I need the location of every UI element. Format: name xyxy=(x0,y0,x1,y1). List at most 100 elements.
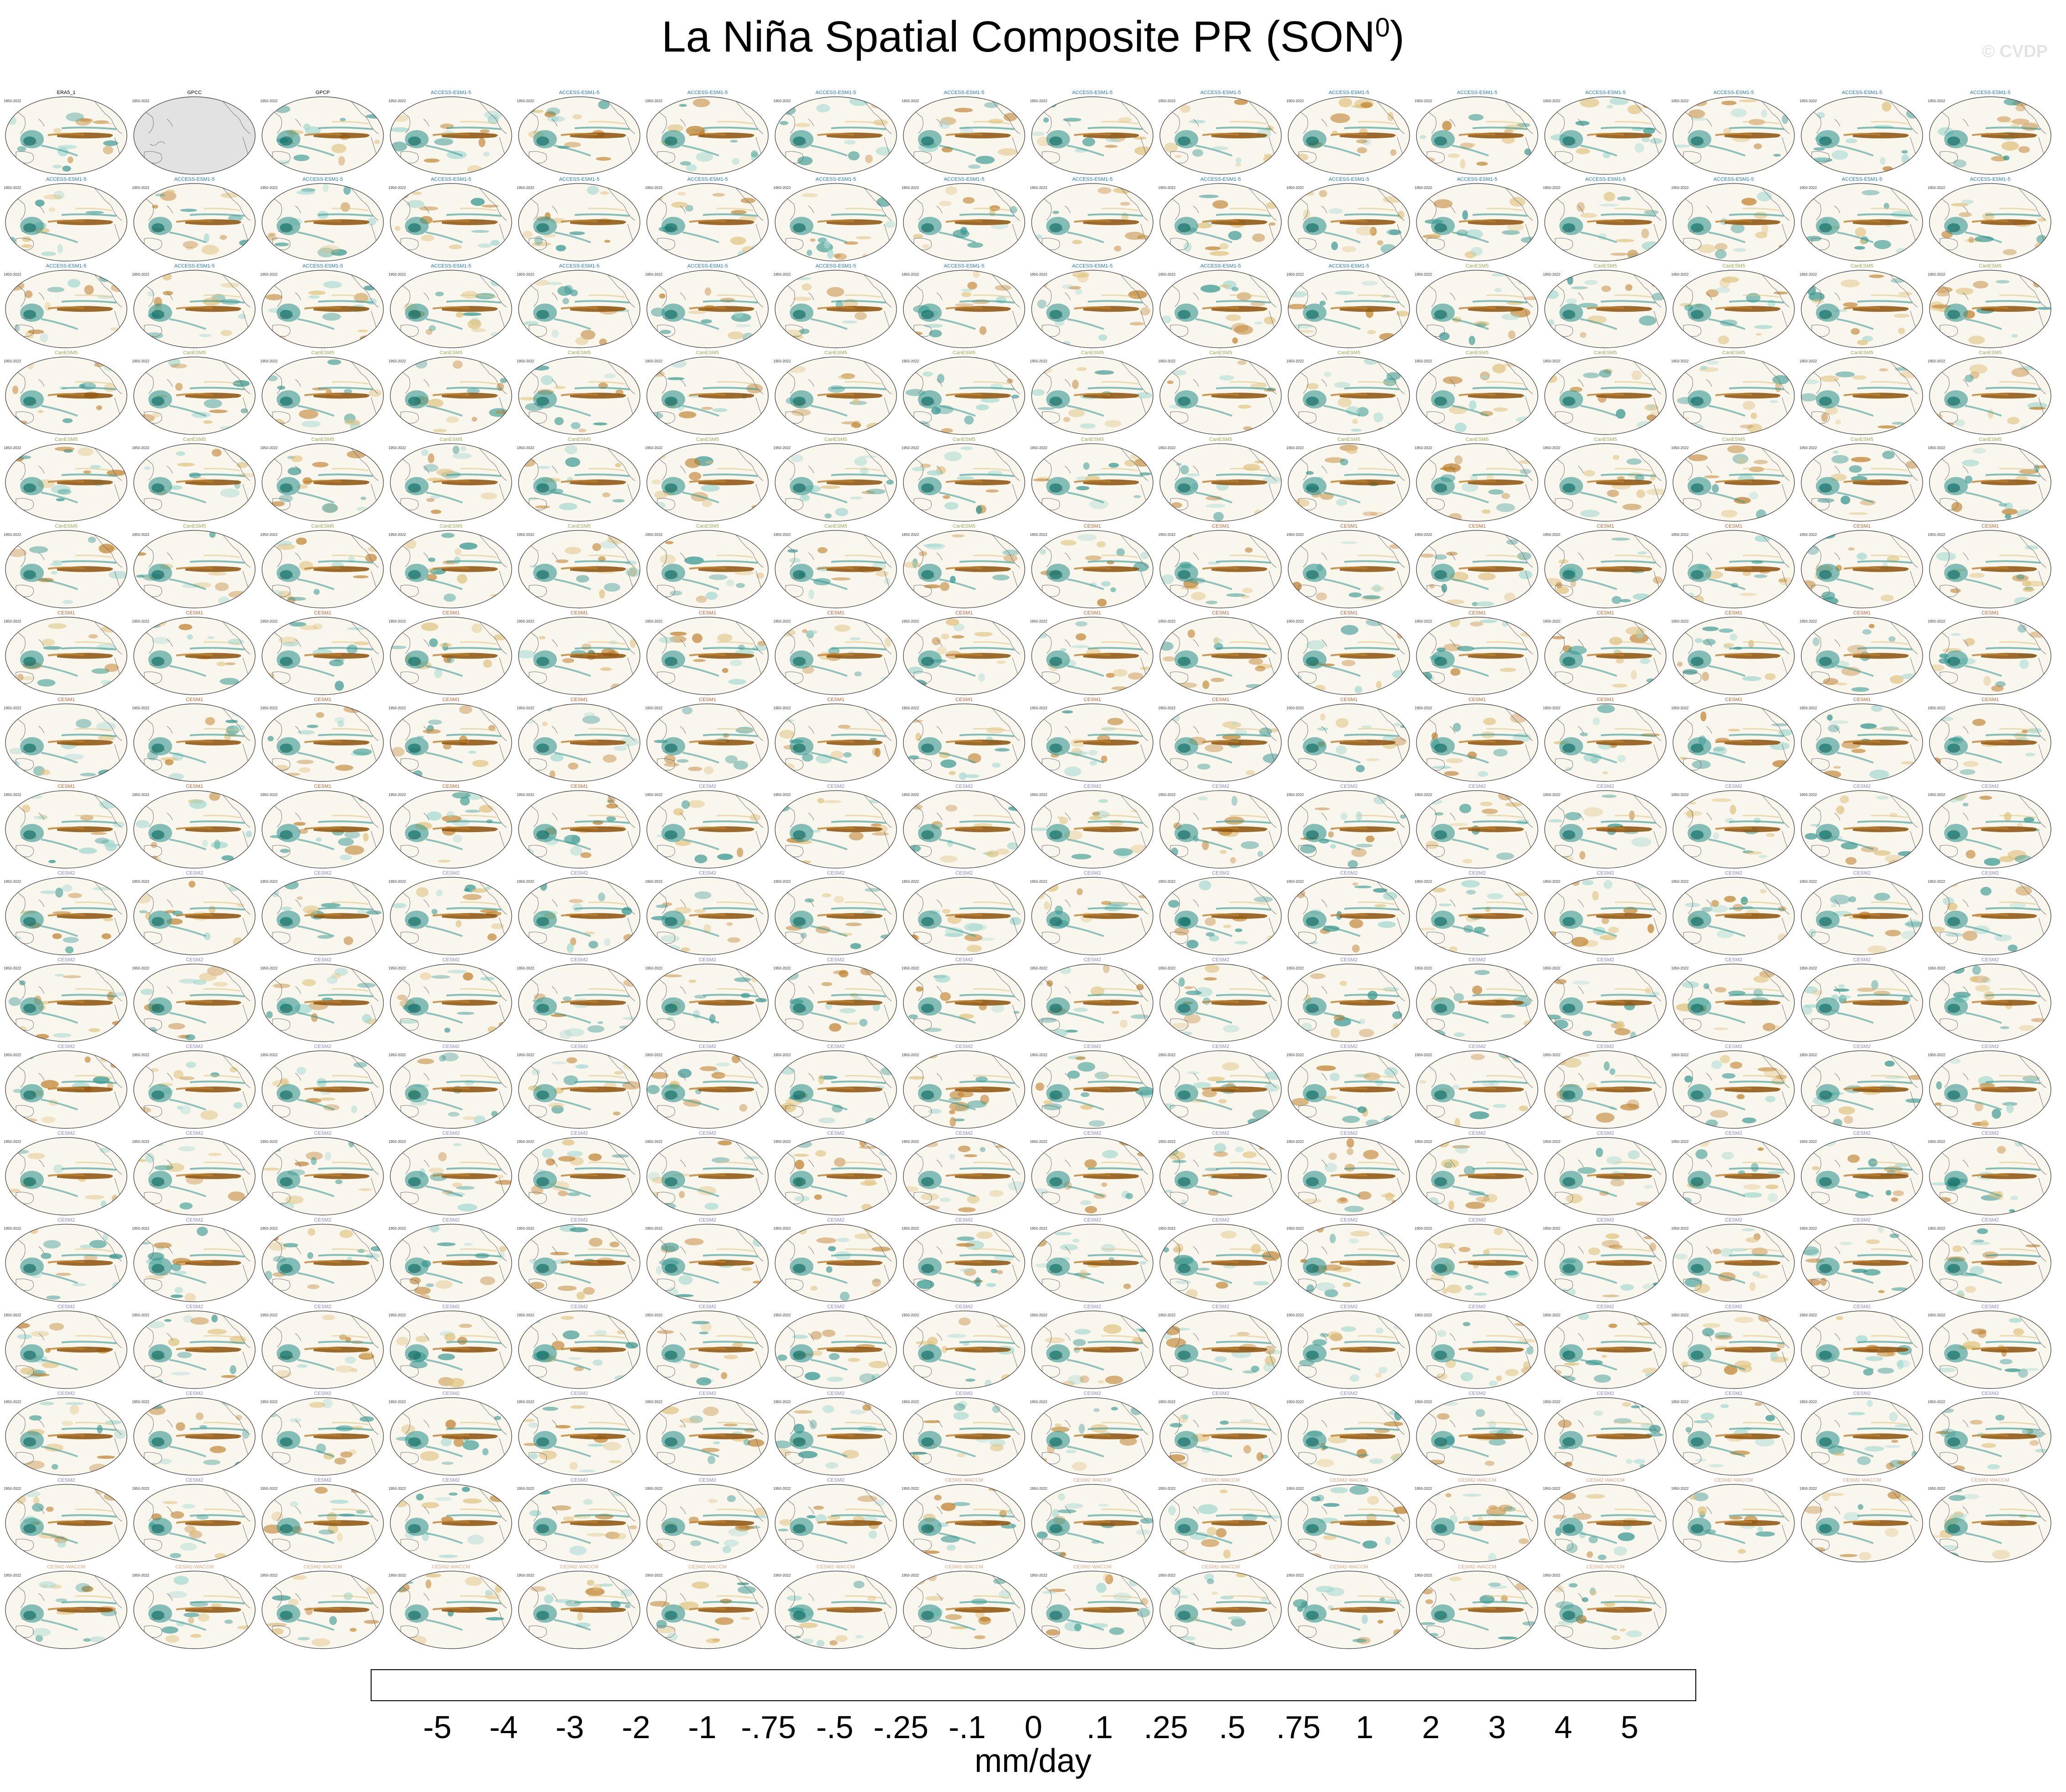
map-panel: CanESM5 1950-2022 xyxy=(902,350,1025,435)
map-panel: CESM2 1950-2022 xyxy=(1543,870,1667,955)
panel-title: ACCESS-ESM1-5 xyxy=(1201,177,1241,182)
map-panel: CESM2 1950-2022 xyxy=(1799,1304,1923,1389)
map-panel: CESM2 1950-2022 xyxy=(902,1391,1025,1476)
map-panel: CESM1 1950-2022 xyxy=(773,610,897,695)
panel-years: 1950-2022 xyxy=(1158,272,1176,277)
panel-title: CESM2 xyxy=(442,1304,460,1310)
panel-title: CESM2 xyxy=(314,957,331,963)
panel-title: CESM2 xyxy=(1340,1304,1358,1310)
panel-years: 1950-2022 xyxy=(4,1313,21,1317)
panel-title: CESM2 xyxy=(1725,1217,1742,1223)
map-panel: CESM1 1950-2022 xyxy=(260,784,384,869)
panel-years: 1950-2022 xyxy=(1030,1400,1048,1404)
panel-years: 1950-2022 xyxy=(1415,880,1432,884)
panel-title: CESM2-WACCM xyxy=(1458,1564,1496,1570)
map-panel: ACCESS-ESM1-5 1950-2022 xyxy=(260,263,384,348)
map-panel: CanESM5 1950-2022 xyxy=(645,437,769,522)
panel-title: CESM1 xyxy=(442,697,460,702)
panel-title: CESM2 xyxy=(1853,957,1871,963)
panel-years: 1950-2022 xyxy=(902,793,919,797)
panel-years: 1950-2022 xyxy=(260,793,278,797)
panel-years: 1950-2022 xyxy=(1158,966,1176,970)
panel-years: 1950-2022 xyxy=(1928,1053,1945,1057)
map-panel: CanESM5 1950-2022 xyxy=(1030,437,1154,522)
panel-years: 1950-2022 xyxy=(4,1400,21,1404)
panel-title: CESM2 xyxy=(827,870,844,876)
colorbar-tick-label: 5 xyxy=(1620,1709,1638,1745)
map-panel: CESM2 1950-2022 xyxy=(773,1304,897,1389)
panel-title: CESM2 xyxy=(1084,1217,1101,1223)
panel-title: CESM2 xyxy=(571,957,588,963)
panel-title: ACCESS-ESM1-5 xyxy=(1714,90,1754,95)
map-panel: CESM2 1950-2022 xyxy=(1286,957,1410,1042)
panel-title: CESM2 xyxy=(186,1217,203,1223)
map-panel: ACCESS-ESM1-5 1950-2022 xyxy=(388,263,512,348)
map-panel: CESM2 1950-2022 xyxy=(4,1131,127,1216)
cvdp-watermark: © CVDP xyxy=(1982,42,2048,61)
panel-title: CESM1 xyxy=(1853,524,1871,529)
map-panel: ACCESS-ESM1-5 1950-2022 xyxy=(1543,90,1667,175)
map-panel: CESM1 1950-2022 xyxy=(902,697,1025,782)
panel-years: 1950-2022 xyxy=(260,1573,278,1577)
map-panel: CESM2 1950-2022 xyxy=(517,1131,640,1216)
panel-years: 1950-2022 xyxy=(1030,99,1048,103)
panel-title: CESM2 xyxy=(1725,1304,1742,1310)
map-panel: CanESM5 1950-2022 xyxy=(132,437,256,522)
map-panel: CESM1 1950-2022 xyxy=(4,784,127,869)
panel-years: 1950-2022 xyxy=(1030,446,1048,450)
colorbar-tick-label: -5 xyxy=(423,1709,451,1745)
panel-title: CESM2 xyxy=(1725,1391,1742,1396)
panel-title: CESM2 xyxy=(58,870,75,876)
panel-title: ACCESS-ESM1-5 xyxy=(1329,90,1369,95)
panel-years: 1950-2022 xyxy=(1286,706,1304,710)
panel-years: 1950-2022 xyxy=(1543,359,1561,363)
map-panel: CESM2 1950-2022 xyxy=(773,1391,897,1476)
map-panel: CESM1 1950-2022 xyxy=(645,610,769,695)
title-text: La Niña Spatial Composite PR (SON xyxy=(661,12,1375,61)
panel-years: 1950-2022 xyxy=(902,359,919,363)
panel-title: CESM2 xyxy=(1340,1391,1358,1396)
map-panel: ACCESS-ESM1-5 1950-2022 xyxy=(1158,263,1282,348)
map-panel: CESM2 1950-2022 xyxy=(1415,1044,1538,1129)
panel-title: ACCESS-ESM1-5 xyxy=(944,90,985,95)
map-panel: CESM2 1950-2022 xyxy=(1415,1391,1538,1476)
panel-years: 1950-2022 xyxy=(902,1140,919,1144)
panel-years: 1950-2022 xyxy=(388,1487,406,1491)
panel-title: CESM2 xyxy=(827,1217,844,1223)
map-panel: CanESM5 1950-2022 xyxy=(1799,350,1923,435)
panel-title: CESM2 xyxy=(1084,957,1101,963)
panel-title: CESM2 xyxy=(1084,870,1101,876)
panel-title: CESM2 xyxy=(1212,1044,1229,1049)
panel-years: 1950-2022 xyxy=(1030,359,1048,363)
panel-years: 1950-2022 xyxy=(645,880,663,884)
colorbar-units: mm/day xyxy=(975,1743,1091,1779)
panel-title: CESM2 xyxy=(1212,1217,1229,1223)
panel-title: CESM2-WACCM xyxy=(1330,1564,1368,1570)
panel-years: 1950-2022 xyxy=(645,533,663,537)
panel-years: 1950-2022 xyxy=(1928,966,1945,970)
panel-years: 1950-2022 xyxy=(1415,533,1432,537)
map-panel: CESM2 1950-2022 xyxy=(902,1044,1025,1129)
panel-title: ACCESS-ESM1-5 xyxy=(431,263,472,269)
panel-years: 1950-2022 xyxy=(388,1573,406,1577)
panel-years: 1950-2022 xyxy=(260,706,278,710)
panel-years: 1950-2022 xyxy=(4,966,21,970)
panel-years: 1950-2022 xyxy=(1286,1487,1304,1491)
map-panel: CESM1 1950-2022 xyxy=(1928,610,2051,695)
panel-years: 1950-2022 xyxy=(1158,1140,1176,1144)
map-panel: CESM2-WACCM 1950-2022 xyxy=(260,1564,384,1649)
panel-title: ACCESS-ESM1-5 xyxy=(46,177,87,182)
map-panel: CanESM5 1950-2022 xyxy=(1928,263,2051,348)
panel-years: 1950-2022 xyxy=(132,1313,150,1317)
map-panel: CESM1 1950-2022 xyxy=(132,784,256,869)
panel-title: CESM2 xyxy=(1597,1217,1614,1223)
panel-years: 1950-2022 xyxy=(1799,359,1817,363)
map-panel: CanESM5 1950-2022 xyxy=(773,524,897,608)
panel-years: 1950-2022 xyxy=(645,1573,663,1577)
map-panel: ACCESS-ESM1-5 1950-2022 xyxy=(902,263,1025,348)
map-panel: ACCESS-ESM1-5 1950-2022 xyxy=(1671,90,1795,175)
panel-years: 1950-2022 xyxy=(773,1487,791,1491)
panel-years: 1950-2022 xyxy=(1928,446,1945,450)
panel-years: 1950-2022 xyxy=(388,1400,406,1404)
map-panel: CanESM5 1950-2022 xyxy=(4,524,127,608)
